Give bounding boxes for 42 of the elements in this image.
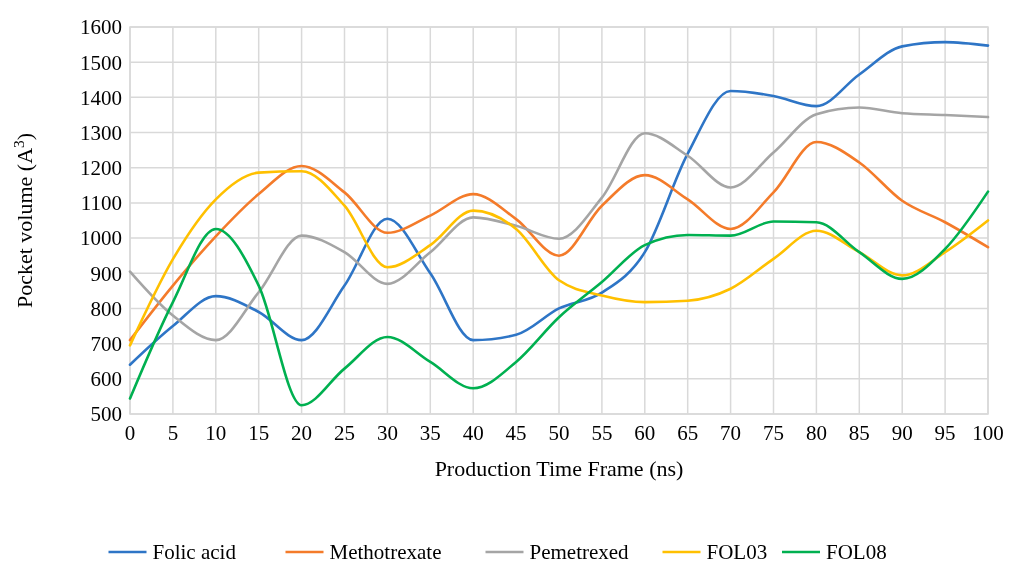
- y-tick-label: 1600: [80, 15, 122, 40]
- x-tick-label: 10: [205, 421, 227, 445]
- x-tick-label: 5: [167, 421, 179, 445]
- y-tick-label: 1100: [80, 191, 122, 216]
- y-tick-label: 1400: [80, 85, 122, 110]
- x-tick-label: 75: [763, 421, 784, 445]
- x-tick-label: 15: [248, 421, 270, 445]
- y-tick-label: 900: [90, 261, 122, 286]
- legend-label: FOL03: [706, 540, 768, 565]
- legend-label: Methotrexate: [329, 540, 442, 565]
- legend-label: FOL08: [826, 540, 887, 565]
- x-tick-label: 35: [419, 421, 441, 445]
- y-tick-label: 1000: [80, 226, 122, 251]
- x-tick-label: 60: [634, 421, 656, 445]
- y-tick-label: 800: [90, 296, 122, 321]
- y-tick-label: 600: [90, 367, 122, 392]
- x-tick-label: 50: [548, 421, 570, 445]
- x-axis-title: Production Time Frame (ns): [434, 456, 684, 481]
- y-tick-label: 1300: [80, 120, 122, 145]
- y-tick-label: 700: [90, 331, 122, 356]
- line-series: [128, 169, 990, 347]
- x-tick-label: 25: [334, 421, 355, 445]
- x-tick-label: 30: [376, 421, 398, 445]
- x-tick-label: 45: [505, 421, 527, 445]
- y-tick-label: 1200: [80, 156, 122, 181]
- x-tick-label: 65: [677, 421, 699, 445]
- line-series: [128, 40, 990, 367]
- x-tick-label: 80: [805, 421, 827, 445]
- legend-label: Pemetrexed: [529, 540, 630, 565]
- x-tick-label: 55: [591, 421, 613, 445]
- x-tick-label: 100: [972, 421, 1004, 445]
- line-series: [128, 190, 990, 407]
- y-tick-label: 1500: [80, 50, 122, 75]
- legend-label: Folic acid: [152, 540, 237, 565]
- y-tick-label: 500: [90, 402, 122, 427]
- x-tick-label: 0: [124, 421, 136, 445]
- x-tick-label: 40: [462, 421, 484, 445]
- x-tick-label: 95: [934, 421, 956, 445]
- x-tick-label: 20: [291, 421, 313, 445]
- x-tick-label: 70: [720, 421, 742, 445]
- x-tick-label: 85: [848, 421, 870, 445]
- x-tick-label: 90: [891, 421, 913, 445]
